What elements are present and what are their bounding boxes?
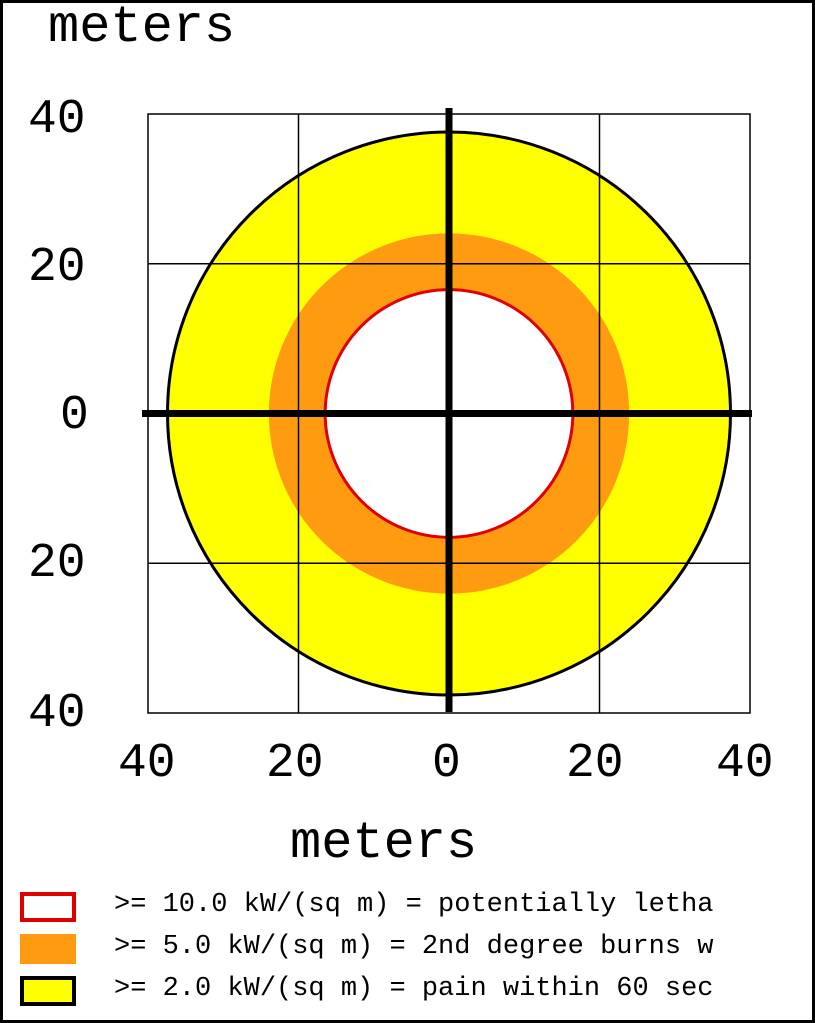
center-axes	[142, 108, 752, 712]
y-tick-label: 20	[28, 241, 86, 295]
x-tick-label: 0	[432, 737, 461, 791]
legend-swatch-orange	[20, 934, 76, 964]
legend-label: >= 5.0 kW/(sq m) = 2nd degree burns w	[114, 932, 714, 962]
threat-zones	[166, 130, 732, 697]
x-tick-label: 40	[118, 737, 176, 791]
legend-swatch-red-outline	[20, 892, 76, 922]
y-axis-unit-label: meters	[48, 0, 236, 57]
y-tick-label: 40	[28, 687, 86, 741]
y-tick-label: 0	[60, 389, 89, 443]
y-tick-label: 40	[28, 93, 86, 147]
legend-swatch-yellow	[20, 976, 76, 1006]
y-tick-label: 20	[28, 537, 86, 591]
legend-label: >= 10.0 kW/(sq m) = potentially letha	[114, 890, 714, 920]
x-tick-label: 20	[266, 737, 324, 791]
legend-label: >= 2.0 kW/(sq m) = pain within 60 sec	[114, 974, 714, 1004]
x-tick-label: 40	[716, 737, 774, 791]
x-axis-unit-label: meters	[290, 814, 478, 873]
x-tick-label: 20	[566, 737, 624, 791]
